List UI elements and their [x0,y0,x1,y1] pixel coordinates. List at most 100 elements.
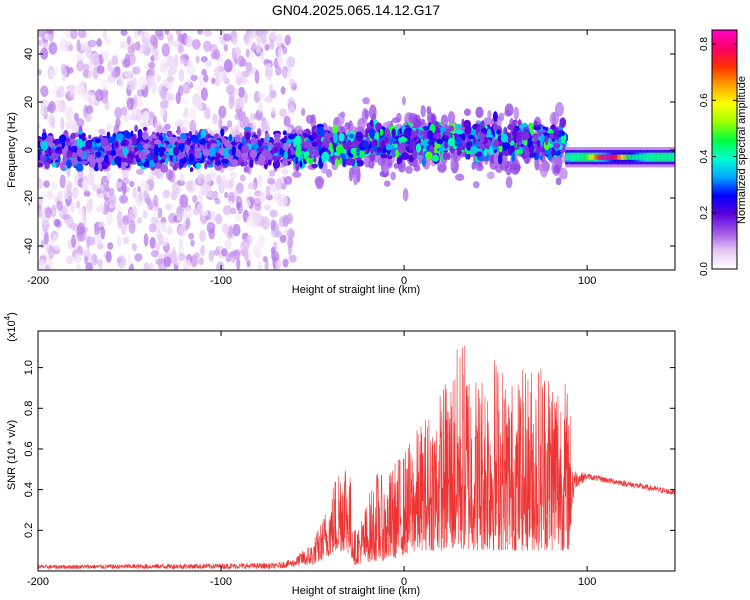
spectrogram-cell [164,81,174,89]
colorbar-tick-label: 0.8 [699,37,710,51]
spectrogram-cell [88,69,93,79]
spectrogram-cell [104,101,110,111]
spectrogram-cell [57,190,64,202]
spectrogram-cell [230,255,236,263]
snr-y-tick-label: 0.2 [23,523,35,538]
spectrogram-cell [540,152,546,157]
spectrogram-heatmap [38,30,675,270]
spectrogram-cell [227,191,236,205]
spectrogram-cell [266,142,273,147]
spectrogram-cell [661,154,664,160]
spectrogram-cell [249,159,254,168]
spectrogram-cell [108,136,117,143]
snr-frame [37,330,676,572]
spectrogram-cell [150,249,160,258]
spectrogram-cell [267,177,276,185]
spectrogram-cell [182,259,192,270]
spectrogram-cell [590,154,592,160]
spectrogram-cell [261,34,268,46]
spectrogram-cell [193,138,200,144]
spectrogram-cell [257,236,266,248]
spectrogram-cell [255,30,264,37]
snr-x-tick-label: -200 [27,576,49,588]
spectrogram-cell [156,74,161,83]
spectrogram-cell [586,154,588,160]
spectrogram-cell [228,225,233,238]
spectrogram-cell [651,154,653,160]
spectrogram-cell [493,139,500,148]
spectrogram-cell [421,157,427,167]
spectrogram-cell [300,150,305,155]
spectrogram-cell [269,169,276,177]
spectrogram-cell [117,75,125,88]
spectrogram-cell [76,149,84,157]
spectrogram-cell [105,250,112,263]
spectrogram-cell [170,190,178,201]
spectrogram-cell [185,216,191,230]
spectrogram-cell [168,136,176,142]
spectrogram-cell [164,227,174,235]
spectrogram-cell [93,146,99,151]
spectrogram-cell [589,154,591,160]
spectrogram-cell [582,154,584,160]
spectrogram-cell [426,130,434,141]
spectrogram-cell [149,236,156,249]
spectrogram-cell [127,210,136,223]
spectrogram-cell [396,112,402,123]
spectrogram-cell [420,130,424,136]
spectrogram-cell [445,128,451,137]
spectrogram-cell [210,142,217,149]
spectrogram-cell [218,105,227,119]
spectrogram-cell [657,154,660,160]
spectrogram-cell [528,122,534,131]
spectrogram-cell [228,95,235,110]
spectrogram-cell [261,119,270,133]
spectrogram-cell [51,204,57,218]
spectrogram-cell [121,106,128,116]
spectrogram-cell [625,154,627,160]
spectrogram-cell [609,154,612,160]
spectrogram-cell [241,144,250,154]
spectrogram-cell [288,231,295,239]
spectrogram-cell [648,154,650,160]
spectrogram-cell [633,154,635,160]
spectrogram-cell [109,187,115,196]
spectrogram-cell [161,154,167,160]
spectrogram-cell [51,162,58,168]
spectrogram-cell [256,128,262,138]
spectrogram-cell [665,154,667,160]
spectrogram-cell [258,192,266,203]
spectrogram-cell [96,38,103,48]
spectrogram-cell [292,171,302,178]
spectrogram-cell [427,140,435,145]
spectrogram-cell [137,128,143,139]
snr-y-ticks: 0.2 0.4 0.6 0.8 1.0 [23,360,675,538]
spectrogram-cell [115,181,123,189]
spectrogram-cell [646,154,649,160]
spectrogram-cell [202,148,211,157]
spectrogram-cell [189,119,197,134]
svg-text:(x104): (x104) [3,312,18,342]
spectrogram-cell [87,39,97,48]
spectrogram-cell [604,154,606,160]
spectrogram-cell [87,172,95,186]
spectrogram-cell [142,126,148,132]
spectrogram-cell [257,261,262,270]
spectrogram-cell [573,154,575,160]
spectrogram-cell [49,155,58,160]
spectrogram-cell [247,182,257,190]
spectrogram-cell [159,100,169,109]
spectrogram-cell [576,154,578,160]
spectrogram-cell [631,154,634,160]
spectrogram-cell [45,30,54,35]
spectrogram-cell [102,50,110,61]
spectrogram-cell [75,138,83,143]
spectrogram-cell [642,154,644,160]
spectrogram-cell [128,220,136,234]
spectrogram-cell [123,69,132,79]
spectrogram-cell [245,48,250,58]
spectrogram-cell [290,149,296,156]
spectrogram-cell [384,128,391,139]
spectrogram-cell [656,154,659,160]
spectrogram-cell [191,38,201,50]
